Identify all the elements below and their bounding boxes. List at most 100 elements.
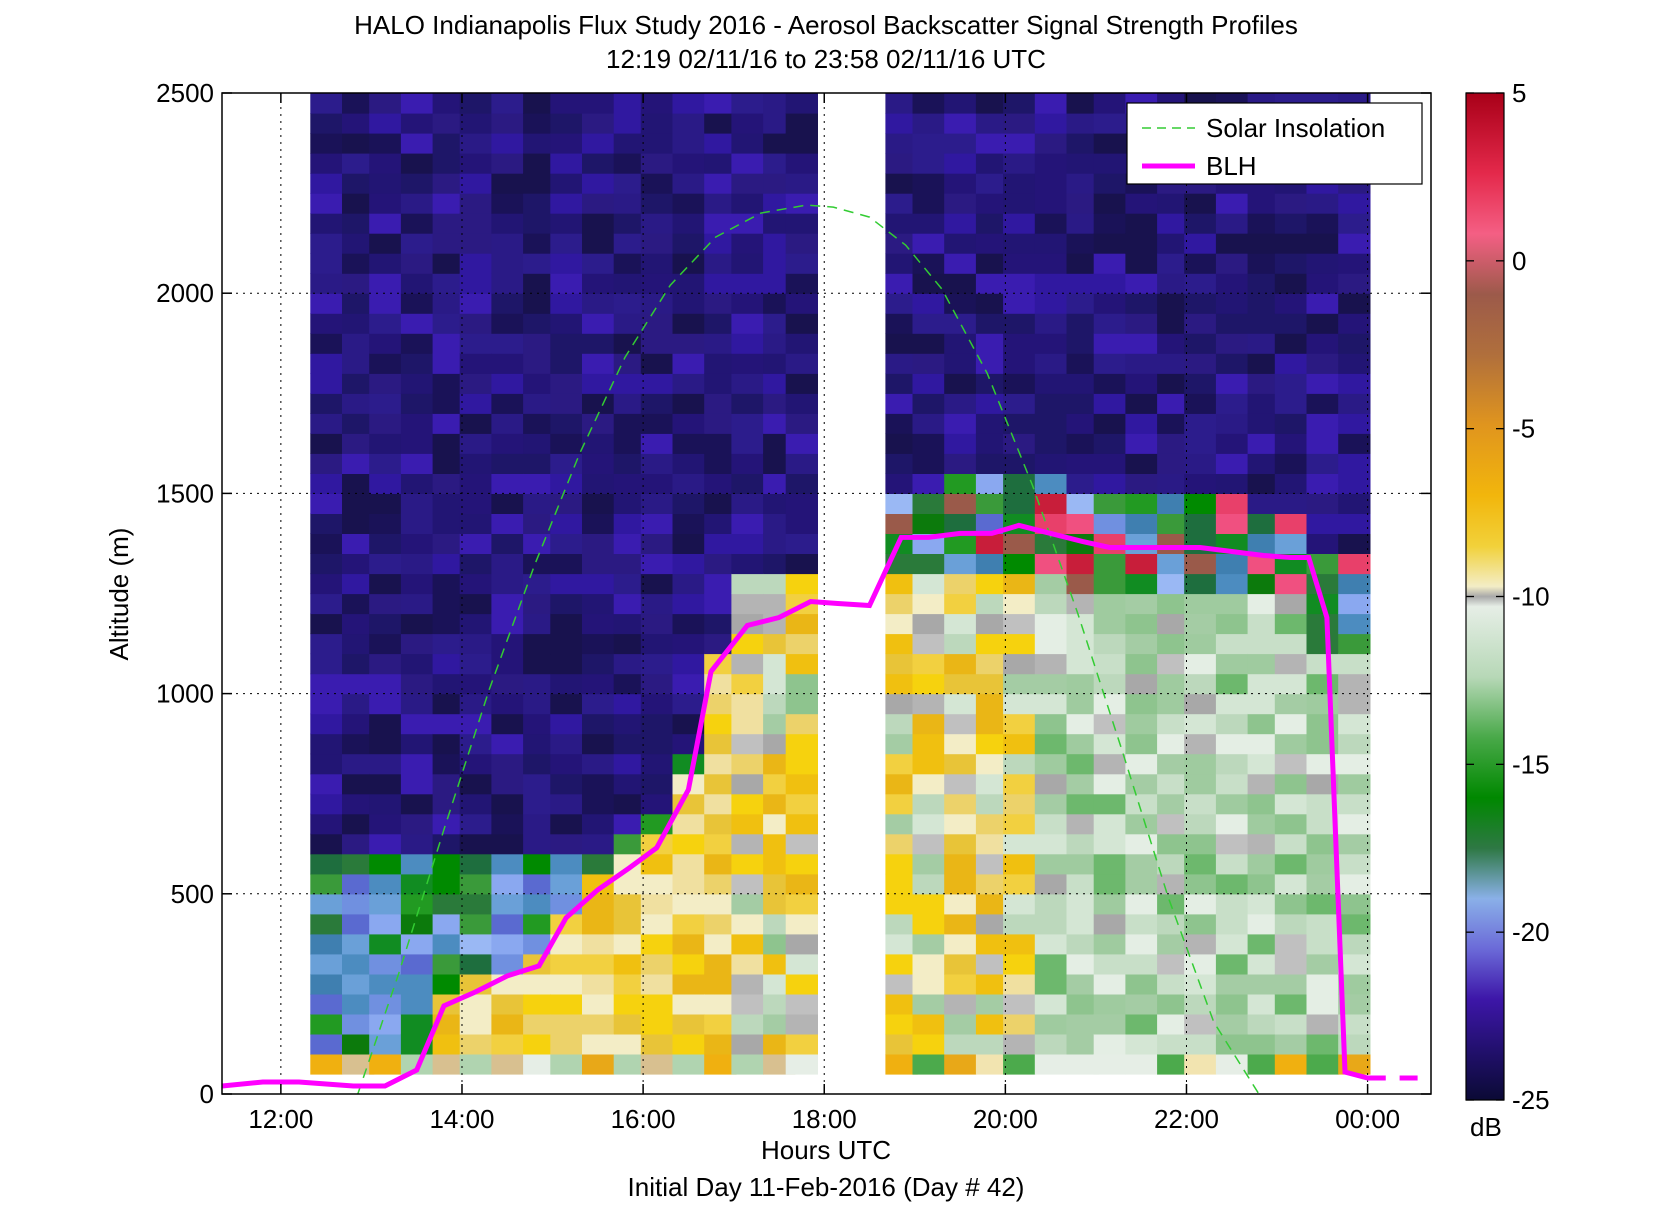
- heatmap-cell: [640, 773, 674, 795]
- heatmap-cell: [459, 833, 492, 855]
- heatmap-cell: [310, 173, 343, 194]
- heatmap-cell: [1003, 873, 1036, 895]
- heatmap-cell: [1215, 593, 1249, 615]
- heatmap-cell: [369, 793, 402, 815]
- heatmap-cell: [491, 133, 524, 154]
- heatmap-cell: [1066, 393, 1099, 414]
- heatmap-cell: [400, 253, 434, 274]
- heatmap-cell: [459, 613, 492, 635]
- heatmap-cell: [1215, 873, 1249, 895]
- heatmap-cell: [491, 413, 524, 434]
- heatmap-cell: [342, 473, 375, 494]
- heatmap-cell: [975, 833, 1009, 855]
- heatmap-cell: [731, 1033, 764, 1055]
- heatmap-cell: [912, 873, 945, 895]
- heatmap-cell: [369, 353, 402, 374]
- heatmap-cell: [731, 1013, 764, 1035]
- heatmap-cell: [342, 973, 375, 995]
- heatmap-cell: [672, 933, 705, 955]
- heatmap-cell: [912, 353, 945, 374]
- heatmap-cell: [491, 173, 524, 194]
- series-line-solar-insolation: [357, 204, 1261, 1094]
- heatmap-cell: [1125, 593, 1158, 615]
- heatmap-cell: [613, 973, 646, 995]
- colorbar-tick-label: -5: [1512, 414, 1535, 444]
- heatmap-cell: [1274, 1033, 1308, 1055]
- heatmap-cell: [310, 673, 343, 695]
- heatmap-cell: [1247, 973, 1280, 995]
- heatmap-cell: [672, 93, 705, 114]
- heatmap-cell: [342, 393, 375, 414]
- heatmap-cell: [944, 373, 977, 394]
- heatmap-cell: [1034, 933, 1068, 955]
- heatmap-cell: [912, 833, 945, 855]
- chart-title: HALO Indianapolis Flux Study 2016 - Aero…: [354, 10, 1298, 40]
- heatmap-cell: [582, 953, 615, 975]
- heatmap-cell: [1338, 533, 1371, 554]
- heatmap-cell: [310, 393, 343, 414]
- heatmap-cell: [310, 513, 343, 534]
- heatmap-cell: [1034, 713, 1068, 735]
- heatmap-cell: [613, 893, 646, 915]
- heatmap-cell: [613, 673, 646, 695]
- heatmap-cell: [912, 1054, 945, 1075]
- heatmap-cell: [400, 533, 434, 554]
- heatmap-cell: [944, 653, 977, 675]
- heatmap-cell: [1274, 233, 1308, 254]
- heatmap-cell: [731, 993, 764, 1015]
- heatmap-cell: [1034, 573, 1068, 595]
- heatmap-cell: [613, 713, 646, 735]
- heatmap-cell: [400, 573, 434, 595]
- heatmap-cell: [1215, 233, 1249, 254]
- heatmap-cell: [523, 393, 556, 414]
- heatmap-cell: [912, 193, 945, 214]
- heatmap-cell: [1184, 333, 1217, 354]
- heatmap-cell: [1157, 313, 1190, 334]
- heatmap-cell: [550, 953, 583, 975]
- heatmap-cell: [975, 1054, 1009, 1075]
- heatmap-cell: [1125, 253, 1158, 274]
- heatmap-cell: [1093, 873, 1126, 895]
- heatmap-cell: [1034, 153, 1068, 174]
- heatmap-cell: [582, 793, 615, 815]
- heatmap-cell: [459, 273, 492, 294]
- heatmap-cell: [1306, 833, 1339, 855]
- heatmap-cell: [944, 453, 977, 474]
- heatmap-cell: [1157, 773, 1190, 795]
- heatmap-cell: [704, 393, 737, 414]
- heatmap-cell: [1093, 1054, 1126, 1075]
- heatmap-cell: [491, 473, 524, 494]
- heatmap-cell: [613, 513, 646, 534]
- heatmap-cell: [310, 853, 343, 875]
- heatmap-cell: [1125, 333, 1158, 354]
- heatmap-cell: [975, 273, 1009, 294]
- heatmap-cell: [369, 573, 402, 595]
- heatmap-cell: [1306, 793, 1339, 815]
- heatmap-cell: [1066, 753, 1099, 775]
- heatmap-cell: [550, 813, 583, 835]
- heatmap-cell: [944, 1054, 977, 1075]
- heatmap-cell: [1034, 693, 1068, 715]
- heatmap-cell: [1184, 633, 1217, 655]
- heatmap-cell: [310, 933, 343, 955]
- heatmap-cell: [1306, 713, 1339, 735]
- heatmap-cell: [310, 253, 343, 274]
- heatmap-cell: [672, 853, 705, 875]
- heatmap-cell: [491, 533, 524, 554]
- heatmap-cell: [582, 173, 615, 194]
- heatmap-cell: [640, 633, 674, 655]
- heatmap-cell: [785, 913, 818, 935]
- heatmap-cell: [1306, 453, 1339, 474]
- heatmap-cell: [1215, 253, 1249, 274]
- colorbar-ticks: 50-5-10-15-20-25: [1466, 78, 1550, 1115]
- plot-frame: [221, 92, 1432, 1095]
- heatmap-cell: [912, 473, 945, 494]
- heatmap-cell: [582, 813, 615, 835]
- heatmap-cell: [1034, 633, 1068, 655]
- heatmap-cell: [1338, 773, 1371, 795]
- heatmap-cell: [1306, 993, 1339, 1015]
- heatmap-cell: [1093, 793, 1126, 815]
- heatmap-cell: [491, 933, 524, 955]
- heatmap-cell: [785, 533, 818, 554]
- heatmap-cell: [944, 593, 977, 615]
